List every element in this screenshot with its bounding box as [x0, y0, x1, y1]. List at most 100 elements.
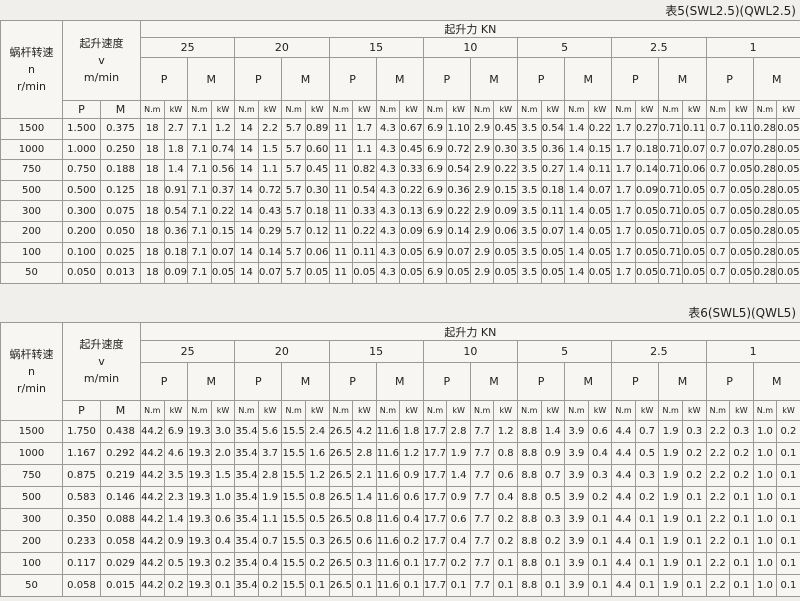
value-cell: 0.2 — [587, 486, 613, 509]
value-cell: 17.7 — [422, 552, 448, 575]
value-cell: 0.05 — [446, 262, 471, 284]
value-cell: 1.0 — [210, 486, 236, 509]
value-cell: 0.6 — [399, 486, 424, 509]
value-cell: 0.1 — [587, 530, 613, 553]
value-cell: 0.05 — [776, 159, 800, 181]
value-cell: 3.9 — [564, 574, 589, 597]
value-cell: 5.7 — [281, 200, 306, 222]
value-cell: 2.8 — [446, 420, 471, 443]
value-cell: 0.05 — [634, 220, 660, 243]
value-cell: 2.4 — [304, 420, 330, 443]
load-header: 5 — [516, 37, 613, 58]
value-cell: 0.2 — [399, 530, 424, 553]
value-cell: 2.8 — [352, 442, 377, 465]
value-cell: 0.7 — [705, 138, 731, 161]
value-cell: 8.8 — [517, 442, 542, 465]
value-cell: 0.28 — [752, 220, 778, 243]
unit-header: kW — [399, 400, 424, 421]
value-cell: 0.5 — [304, 508, 330, 531]
value-cell: 7.7 — [469, 574, 495, 597]
value-cell: 44.2 — [140, 442, 165, 465]
value-cell: 26.5 — [328, 442, 354, 465]
value-cell: 0.05 — [776, 200, 800, 222]
speed-cell: 0.015 — [100, 574, 141, 597]
value-cell: 1.4 — [540, 420, 566, 443]
value-cell: 2.9 — [469, 159, 495, 181]
value-cell: 4.2 — [352, 420, 377, 443]
value-cell: 2.9 — [469, 138, 495, 161]
value-cell: 0.09 — [163, 262, 189, 284]
worm-speed-header: 蜗杆转速 n r/min — [0, 322, 63, 421]
value-cell: 6.9 — [422, 118, 448, 140]
value-cell: 4.3 — [375, 118, 401, 140]
value-cell: 0.1 — [352, 574, 377, 597]
value-cell: 0.1 — [681, 574, 707, 597]
value-cell: 0.06 — [681, 159, 707, 181]
speed-cell: 0.875 — [62, 464, 101, 487]
value-cell: 4.3 — [375, 262, 401, 284]
unit-row: P M N.m kW N.m kW N.m kW N.m kW N.m kW N.m kW N.m kW N.m… — [1, 400, 800, 421]
value-cell: 0.1 — [681, 486, 707, 509]
speed-cell: 0.125 — [100, 179, 141, 202]
value-cell: 15.5 — [281, 486, 306, 509]
value-cell: 26.5 — [328, 420, 354, 443]
value-cell: 0.7 — [257, 530, 283, 553]
value-cell: 0.05 — [352, 262, 377, 284]
torque-header: M — [752, 57, 800, 101]
value-cell: 7.1 — [187, 138, 212, 161]
value-cell: 3.0 — [210, 420, 236, 443]
speed-cell: 0.233 — [62, 530, 101, 553]
value-cell: 1.4 — [564, 262, 589, 284]
value-cell: 0.1 — [634, 552, 660, 575]
value-cell: 0.1 — [446, 574, 471, 597]
value-cell: 19.3 — [187, 574, 212, 597]
value-cell: 0.2 — [493, 508, 518, 531]
value-cell: 0.09 — [399, 220, 424, 243]
rpm-cell: 750 — [0, 464, 63, 487]
value-cell: 0.18 — [163, 241, 189, 264]
speed-cell: 0.250 — [100, 138, 141, 161]
value-cell: 2.2 — [705, 552, 731, 575]
speed-cell: 0.058 — [62, 574, 101, 597]
label-line: r/min — [17, 80, 46, 93]
speed-cell: 1.000 — [62, 138, 101, 161]
value-cell: 3.5 — [517, 179, 542, 202]
value-cell: 1.6 — [304, 442, 330, 465]
power-header: P — [422, 57, 471, 101]
value-cell: 0.22 — [399, 179, 424, 202]
value-cell: 0.1 — [776, 552, 800, 575]
speed-cell: 1.750 — [62, 420, 101, 443]
value-cell: 0.71 — [658, 179, 683, 202]
value-cell: 0.1 — [776, 442, 800, 465]
unit-header: kW — [587, 400, 613, 421]
value-cell: 0.07 — [729, 138, 754, 161]
load-header: 2.5 — [611, 340, 707, 363]
value-cell: 0.6 — [587, 420, 613, 443]
power-header: P — [422, 362, 471, 401]
value-cell: 19.3 — [187, 442, 212, 465]
value-cell: 0.1 — [776, 464, 800, 487]
value-cell: 4.3 — [375, 159, 401, 181]
value-cell: 0.74 — [210, 138, 236, 161]
speed-cell: 0.013 — [100, 262, 141, 284]
value-cell: 0.1 — [587, 508, 613, 531]
value-cell: 0.4 — [257, 552, 283, 575]
value-cell: 18 — [140, 200, 165, 222]
value-cell: 0.18 — [540, 179, 566, 202]
value-cell: 2.9 — [469, 179, 495, 202]
unit-header: kW — [304, 100, 330, 119]
value-cell: 14 — [234, 241, 259, 264]
value-cell: 4.3 — [375, 138, 401, 161]
value-cell: 0.71 — [658, 220, 683, 243]
label-line: v — [98, 355, 105, 368]
value-cell: 17.7 — [422, 464, 448, 487]
value-cell: 0.3 — [729, 420, 754, 443]
unit-header: N.m — [234, 400, 259, 421]
value-cell: 0.05 — [634, 262, 660, 284]
data-row: 100 0.100 0.025 18 0.18 7.1 0.07 14 0.14 5.7 0.06 1… — [0, 241, 800, 264]
value-cell: 6.9 — [422, 241, 448, 264]
value-cell: 3.9 — [564, 508, 589, 531]
value-cell: 1.4 — [564, 200, 589, 222]
value-cell: 0.2 — [446, 552, 471, 575]
value-cell: 0.2 — [681, 442, 707, 465]
